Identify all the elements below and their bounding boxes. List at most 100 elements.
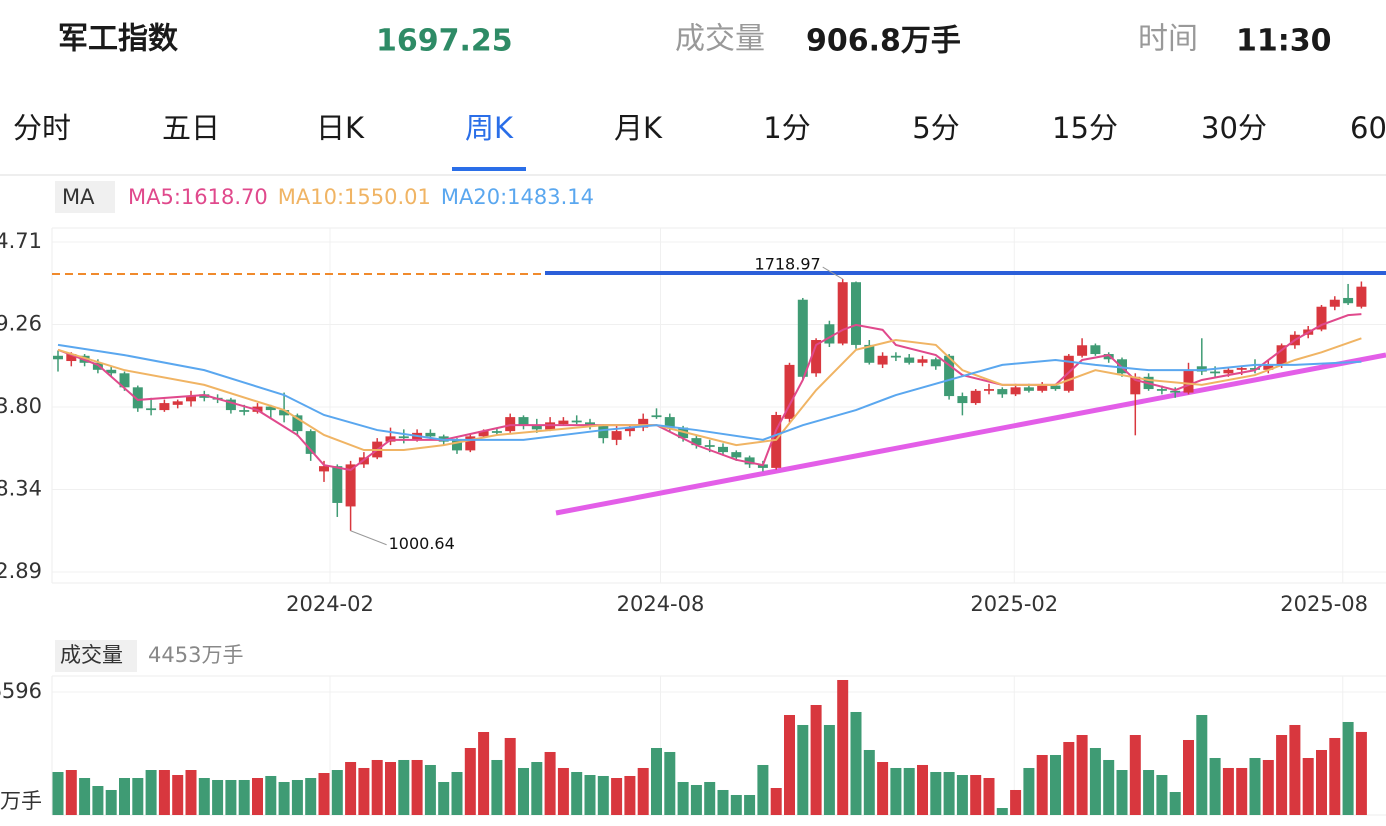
volume-bar: [278, 781, 290, 815]
vol-title: 成交量: [60, 643, 123, 667]
volume-bar: [531, 762, 543, 815]
volume-bar: [172, 775, 184, 815]
tab[interactable]: 1分: [763, 111, 810, 145]
volume-bar: [571, 771, 583, 815]
candle-body: [1130, 376, 1141, 395]
volume-bar: [1143, 770, 1155, 815]
tab[interactable]: 周K: [465, 111, 514, 145]
candle-body: [824, 324, 835, 344]
volume-bar: [956, 775, 968, 815]
volume-bar: [1209, 757, 1221, 815]
volume-bar: [996, 808, 1008, 815]
candle-body: [1103, 354, 1114, 360]
candle-body: [784, 364, 795, 419]
volume-bar: [291, 779, 303, 815]
ma-line: [57, 337, 1362, 452]
tab[interactable]: 月K: [614, 111, 663, 145]
volume-bar: [837, 679, 849, 815]
candle-body: [598, 425, 609, 439]
max-label: 1718.97: [755, 255, 821, 274]
volume-bar: [983, 778, 995, 815]
candle-body: [106, 369, 117, 374]
volume-bar: [105, 789, 117, 815]
volume-bar: [770, 787, 782, 815]
volume-bar: [185, 770, 197, 815]
volume-bar: [1103, 759, 1115, 815]
volume-bar: [544, 751, 556, 815]
volume-bar: [1169, 792, 1181, 815]
volume-bar: [424, 764, 436, 815]
volume-bar: [198, 778, 210, 815]
candle-body: [837, 282, 848, 344]
volume-bar: [238, 779, 250, 815]
candle-body: [531, 425, 542, 430]
y-tick-label: 882.89: [0, 559, 42, 583]
vol-latest: 4453万手: [148, 643, 243, 667]
volume-bar: [1196, 714, 1208, 815]
candle-body: [1356, 286, 1367, 307]
candle-body: [984, 389, 994, 391]
volume-bar: [358, 767, 370, 815]
volume-bar: [518, 767, 529, 815]
volume-bar: [1063, 741, 1075, 815]
volume-bar: [704, 781, 716, 815]
candle-body: [877, 355, 888, 365]
tab[interactable]: 五日: [162, 111, 220, 145]
volume-bar: [1036, 754, 1048, 815]
volume-bar: [225, 779, 237, 815]
volume-bar: [970, 775, 982, 815]
candle-body: [1316, 306, 1327, 330]
volume-bar: [1302, 757, 1314, 815]
vol-axis-unit: 万手: [0, 789, 42, 813]
ma-legend: MA5:1618.70: [128, 185, 268, 209]
volume-bar: [52, 771, 64, 815]
candle-body: [997, 389, 1008, 395]
volume-bar: [810, 704, 822, 815]
volume-bar: [850, 711, 862, 815]
candle-body: [225, 399, 236, 411]
volume-bar: [1023, 767, 1035, 815]
volume-bar: [1342, 721, 1354, 815]
volume-bar: [943, 771, 955, 815]
candle-body: [1196, 366, 1207, 372]
volume-bar: [65, 770, 77, 815]
candle-body: [465, 436, 476, 451]
candle-body: [757, 464, 768, 468]
volume-bar: [584, 775, 596, 815]
candle-body: [611, 431, 622, 440]
tab[interactable]: 分时: [13, 111, 71, 145]
candle-body: [571, 420, 582, 423]
candle-body: [890, 355, 901, 358]
candle-body: [1223, 369, 1234, 374]
volume-bar: [637, 767, 649, 815]
tab[interactable]: 30分: [1201, 111, 1267, 145]
candle-body: [1077, 345, 1088, 356]
x-tick-label: 2025-08: [1280, 592, 1368, 616]
candle-body: [1010, 387, 1021, 395]
volume-bar: [1236, 767, 1248, 815]
volume-bar: [158, 770, 170, 815]
leader: [822, 266, 843, 280]
tab[interactable]: 60分: [1350, 111, 1386, 145]
tab[interactable]: 15分: [1052, 111, 1118, 145]
volume-bar: [1276, 735, 1288, 815]
y-tick-label: 1589.26: [0, 312, 42, 336]
candle-body: [1210, 371, 1221, 374]
volume-bar: [491, 759, 503, 815]
tab[interactable]: 5分: [912, 111, 959, 145]
candle-body: [731, 452, 742, 458]
volume-bar: [903, 767, 915, 815]
ma-title: MA: [62, 185, 95, 209]
leader: [350, 530, 387, 546]
volume-bar: [398, 759, 410, 815]
tab[interactable]: 日K: [316, 111, 365, 145]
candle-body: [1090, 345, 1101, 355]
candle-body: [505, 417, 516, 432]
candle-body: [305, 431, 316, 454]
candle-body: [1170, 390, 1181, 393]
y-tick-label: 1353.80: [0, 394, 42, 418]
candle-body: [172, 401, 183, 405]
volume-bar: [717, 789, 729, 815]
